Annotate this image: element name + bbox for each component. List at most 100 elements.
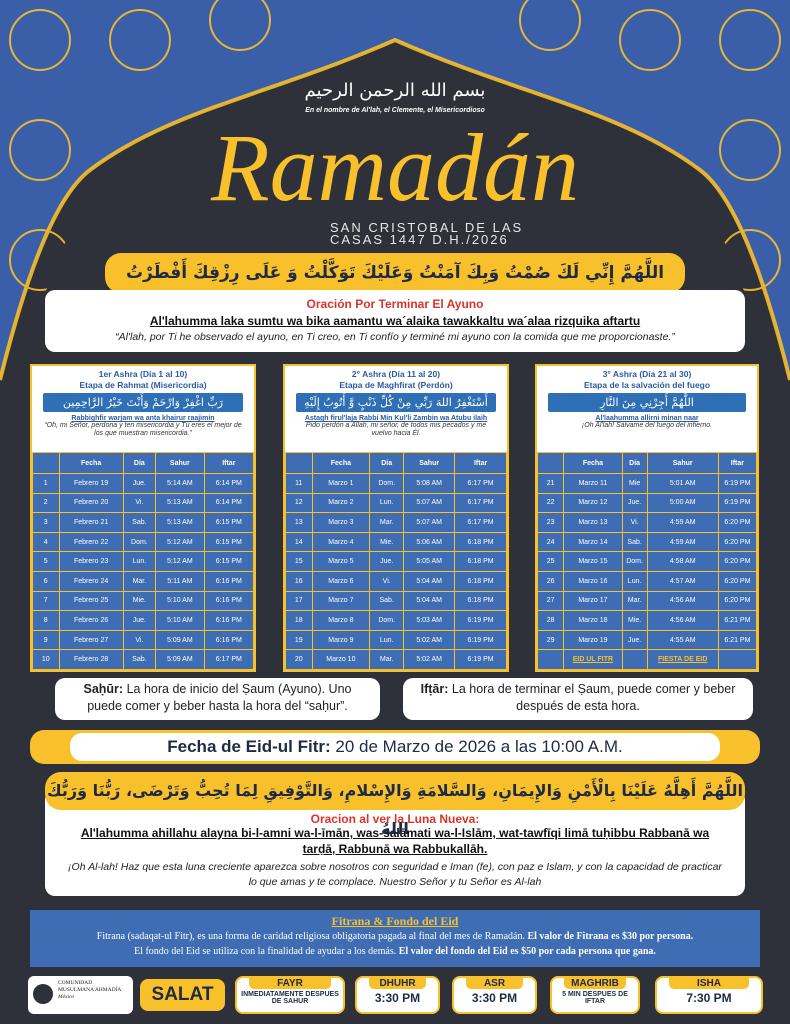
eid-cell: FIESTA DE EID [646,649,719,670]
cell: 4:55 AM [646,629,719,651]
eid-bar: Fecha de Eid-ul Fitr: 20 de Marzo de 202… [30,730,760,764]
salat-label: SALAT [140,979,225,1011]
header-cell: Día [369,452,405,475]
cell: 6:17 PM [454,473,507,494]
cell: 15 [285,551,313,573]
cell: Mar. [369,512,405,533]
iftar-dua-translation: “Al'lah, por Ti he observado el ayuno, e… [115,331,675,343]
cell: Marzo 10 [311,649,371,670]
cell: 6:18 PM [454,531,507,553]
ashra-stage: Etapa de Maghfirat (Perdón) [339,380,453,390]
cell: Vi. [122,629,157,651]
cell: Febrero 23 [58,551,124,573]
cell: 5:10 AM [155,610,205,631]
cell: Lun. [369,629,405,651]
cell: 5:00 AM [646,492,719,514]
cell: 6:16 PM [203,629,255,651]
cell: Lun. [122,551,157,573]
eid-date: 20 de Marzo de 2026 a las 10:00 A.M. [335,737,623,756]
cell: 5:13 AM [155,492,205,514]
day-row: 28 Marzo 18 Mie. 4:56 AM 6:21 PM [536,610,758,631]
cell: 11 [285,473,313,494]
cell: Mar. [621,590,648,612]
text: El fondo del Eid se utiliza con la final… [134,945,397,957]
moon-dua-arabic: اللَّهُمَّ أَهِلَّهُ عَلَيْنَا بِالْأَمْ… [45,772,745,838]
ashra-title: 1er Ashra (Día 1 al 10) [98,369,188,379]
cell: Vi. [122,492,157,514]
cell: Lun. [369,492,405,514]
cell: 6:19 PM [454,649,507,670]
cell: 6:19 PM [717,473,758,494]
header-cell: Fecha [58,452,124,475]
term: Saḥūr: [83,682,124,696]
cell: Mar. [369,649,405,670]
cell: 5:02 AM [403,649,456,670]
ashra-panel: 2° Ashra (Día 11 al 20) Etapa de Maghfira… [283,364,509,672]
prayer-name: FAYR [249,978,331,989]
cell: 8 [32,610,60,631]
prayer-name: ASR [466,978,523,989]
cell: Jue. [621,629,648,651]
ashra-title: 2° Ashra (Día 11 al 20) [351,369,441,379]
day-row: 19 Marzo 9 Lun. 5:02 AM 6:19 PM [285,629,507,651]
cell: 6 [32,571,60,592]
cell [717,649,758,670]
cell: 4:56 AM [646,590,719,612]
eid-inner: Fecha de Eid-ul Fitr: 20 de Marzo de 202… [70,733,720,761]
moon-dua-transliteration: Al'lahumma ahillahu alayna bi-l-amni wa-… [80,826,710,856]
cell: 5:09 AM [155,629,205,651]
prayer-time: 3:30 PM [471,991,518,1005]
schedule-table: Fecha Día Sahur Iftar 21 Marzo 11 Mie 5:01 AM 6:… [536,452,758,670]
cell: 6:19 PM [454,610,507,631]
cell: 5:07 AM [403,492,456,514]
prayer-box: ASR 3:30 PM [452,976,537,1014]
day-row: 2 Febrero 20 Vi. 5:13 AM 6:14 PM [32,492,255,514]
day-row: 17 Marzo 7 Sab. 5:04 AM 6:18 PM [285,590,507,612]
cell: Mar. [122,571,157,592]
header-cell: Fecha [311,452,371,475]
schedule-table: Fecha Día Sahur Iftar 1 Febrero 19 Jue. 5:14 AM… [32,452,255,670]
cell: Lun. [621,571,648,592]
header-cell [32,452,60,475]
org-logo: COMUNIDAD MUSULMANA AHMADÍA México [28,976,133,1014]
cell: Mie. [122,590,157,612]
text-bold: El valor de Fitrana es $30 por persona. [527,931,694,943]
cell: 6:18 PM [454,551,507,573]
cell: 5 [32,551,60,573]
cell: Mie [621,473,648,494]
cell: 5:06 AM [403,531,456,553]
cell: 19 [285,629,313,651]
cell: 6:16 PM [203,590,255,612]
cell: 6:14 PM [203,473,255,494]
day-row: 24 Marzo 14 Sab. 4:59 AM 6:20 PM [536,531,758,553]
cell: 9 [32,629,60,651]
cell: Febrero 20 [58,492,124,514]
ashra-title: 3° Ashra (Día 21 al 30) [602,369,692,379]
day-row: 20 Marzo 10 Mar. 5:02 AM 6:19 PM [285,649,507,670]
header-cell [536,452,565,475]
cell: 6:17 PM [454,512,507,533]
ashra-translation: ¡Oh Al'lah! Sálvame del fuego del infier… [581,422,713,429]
cell: 6:18 PM [454,571,507,592]
org-line: COMUNIDAD [58,980,93,986]
day-row: 12 Marzo 2 Lun. 5:07 AM 6:17 PM [285,492,507,514]
header-cell: Fecha [563,452,623,475]
header-cell: Sahur [403,452,456,475]
cell: Marzo 9 [311,629,371,651]
cell: 12 [285,492,313,514]
cell: Marzo 12 [563,492,623,514]
cell: Dom. [621,551,648,573]
day-row: 22 Marzo 12 Jue. 5:00 AM 6:19 PM [536,492,758,514]
cell: 2 [32,492,60,514]
cell [621,649,648,670]
cell: Febrero 24 [58,571,124,592]
cell: 6:20 PM [717,551,758,573]
ashra-stage: Etapa de la salvación del fuego [583,380,711,390]
cell: 6:16 PM [203,610,255,631]
cell: Marzo 17 [563,590,623,612]
eid-label: Fecha de Eid-ul Fitr: [167,737,331,756]
header-cell [285,452,313,475]
header-row: Fecha Día Sahur Iftar [32,452,255,475]
day-row: 1 Febrero 19 Jue. 5:14 AM 6:14 PM [32,473,255,494]
